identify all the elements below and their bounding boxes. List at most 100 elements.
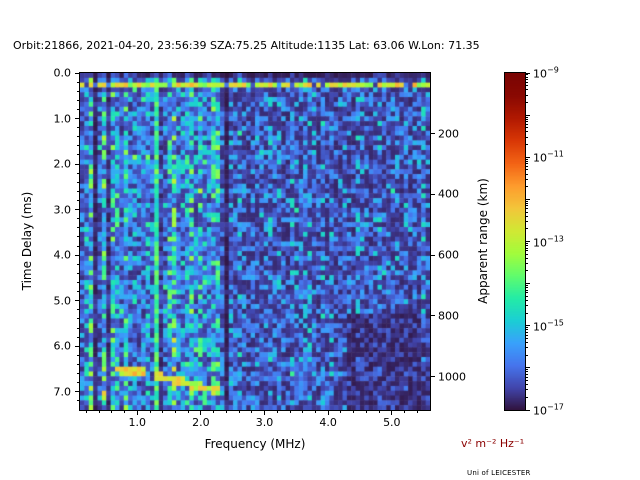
y-minor-tick xyxy=(77,190,79,192)
colorbar-minor-tick xyxy=(526,74,528,76)
x-minor-tick xyxy=(187,411,189,413)
range-tick-label: 200 xyxy=(438,127,459,141)
x-tick xyxy=(200,411,202,415)
colorbar-minor-tick xyxy=(526,327,528,329)
x-minor-tick xyxy=(238,411,240,413)
colorbar-minor-tick xyxy=(526,220,528,222)
colorbar-minor-tick xyxy=(526,127,528,129)
y-minor-tick xyxy=(77,99,79,101)
colorbar-minor-tick xyxy=(526,186,528,188)
range-tick xyxy=(431,133,435,135)
colorbar-minor-tick xyxy=(526,247,528,249)
colorbar-minor-tick xyxy=(526,123,528,125)
y-minor-tick xyxy=(77,136,79,138)
colorbar-minor-tick xyxy=(526,242,528,244)
x-tick xyxy=(327,411,329,415)
colorbar-minor-tick xyxy=(526,289,528,291)
y-minor-tick xyxy=(77,318,79,320)
y-tick-label: 0.0 xyxy=(53,66,72,80)
colorbar-tick-label: 10−13 xyxy=(533,234,564,249)
colorbar-minor-tick xyxy=(526,101,528,103)
colorbar-tick xyxy=(526,367,530,369)
colorbar-minor-tick xyxy=(526,299,528,301)
colorbar-minor-tick xyxy=(526,208,528,210)
y-minor-tick xyxy=(77,245,79,247)
colorbar-minor-tick xyxy=(526,178,528,180)
y-tick-label: 1.0 xyxy=(53,112,72,126)
y-minor-tick xyxy=(77,327,79,329)
colorbar-minor-tick xyxy=(526,158,528,160)
y-minor-tick xyxy=(77,108,79,110)
y-minor-tick xyxy=(77,373,79,375)
colorbar-minor-tick xyxy=(526,81,528,83)
range-tick xyxy=(431,376,435,378)
colorbar-minor-tick xyxy=(526,331,528,333)
colorbar-minor-tick xyxy=(526,305,528,307)
colorbar-minor-tick xyxy=(526,211,528,213)
colorbar xyxy=(504,72,526,411)
x-minor-tick xyxy=(98,411,100,413)
y-tick-label: 5.0 xyxy=(53,294,72,308)
x-tick xyxy=(391,411,393,415)
x-tick-label: 1.0 xyxy=(128,416,147,429)
colorbar-tick xyxy=(526,156,530,158)
colorbar-minor-tick xyxy=(526,118,528,120)
colorbar-minor-tick xyxy=(526,337,528,339)
credit-text: Uni of LEICESTER xyxy=(467,469,531,477)
range-tick-label: 400 xyxy=(438,187,459,201)
y-tick xyxy=(75,345,79,347)
colorbar-minor-tick xyxy=(526,250,528,252)
x-minor-tick xyxy=(276,411,278,413)
colorbar-minor-tick xyxy=(526,312,528,314)
colorbar-minor-tick xyxy=(526,334,528,336)
x-axis-label: Frequency (MHz) xyxy=(204,437,306,451)
ionogram-heatmap-canvas xyxy=(80,73,430,410)
y-tick xyxy=(75,254,79,256)
y-minor-tick xyxy=(77,363,79,365)
y-tick xyxy=(75,300,79,302)
colorbar-minor-tick xyxy=(526,389,528,391)
x-minor-tick xyxy=(353,411,355,413)
x-minor-tick xyxy=(340,411,342,413)
y-minor-tick xyxy=(77,400,79,402)
colorbar-minor-tick xyxy=(526,163,528,165)
x-tick-label: 4.0 xyxy=(319,416,337,429)
colorbar-tick xyxy=(526,72,530,74)
x-minor-tick xyxy=(213,411,215,413)
colorbar-tick-label: 10−17 xyxy=(533,402,564,418)
colorbar-minor-tick xyxy=(526,200,528,202)
colorbar-minor-tick xyxy=(526,384,528,386)
y-tick xyxy=(75,209,79,211)
y-tick-label: 3.0 xyxy=(53,203,72,217)
colorbar-minor-tick xyxy=(526,89,528,91)
x-minor-tick xyxy=(162,411,164,413)
y-tick-label: 6.0 xyxy=(53,339,72,353)
colorbar-minor-tick xyxy=(526,270,528,272)
y-tick-label: 7.0 xyxy=(53,385,72,399)
colorbar-tick-label: 10−11 xyxy=(533,149,564,165)
x-tick-label: 2.0 xyxy=(192,416,210,429)
x-tick-label: 5.0 xyxy=(383,416,401,429)
x-minor-tick xyxy=(251,411,253,413)
colorbar-minor-tick xyxy=(526,121,528,123)
y-minor-tick xyxy=(77,181,79,183)
y-minor-tick xyxy=(77,309,79,311)
colorbar-tick-label: 10−15 xyxy=(533,318,564,334)
colorbar-minor-tick xyxy=(526,396,528,398)
y-tick xyxy=(75,118,79,120)
x-tick xyxy=(264,411,266,415)
y-tick-label: 2.0 xyxy=(53,157,72,171)
range-tick xyxy=(431,254,435,256)
colorbar-tick xyxy=(526,241,530,242)
x-minor-tick xyxy=(289,411,291,413)
x-minor-tick xyxy=(174,411,176,413)
colorbar-minor-tick xyxy=(526,287,528,289)
range-tick-label: 600 xyxy=(438,248,459,262)
colorbar-minor-tick xyxy=(526,144,528,146)
colorbar-minor-tick xyxy=(526,202,528,204)
colorbar-minor-tick xyxy=(526,85,528,87)
y-minor-tick xyxy=(77,354,79,356)
colorbar-minor-tick xyxy=(526,253,528,255)
colorbar-tick xyxy=(526,325,530,327)
